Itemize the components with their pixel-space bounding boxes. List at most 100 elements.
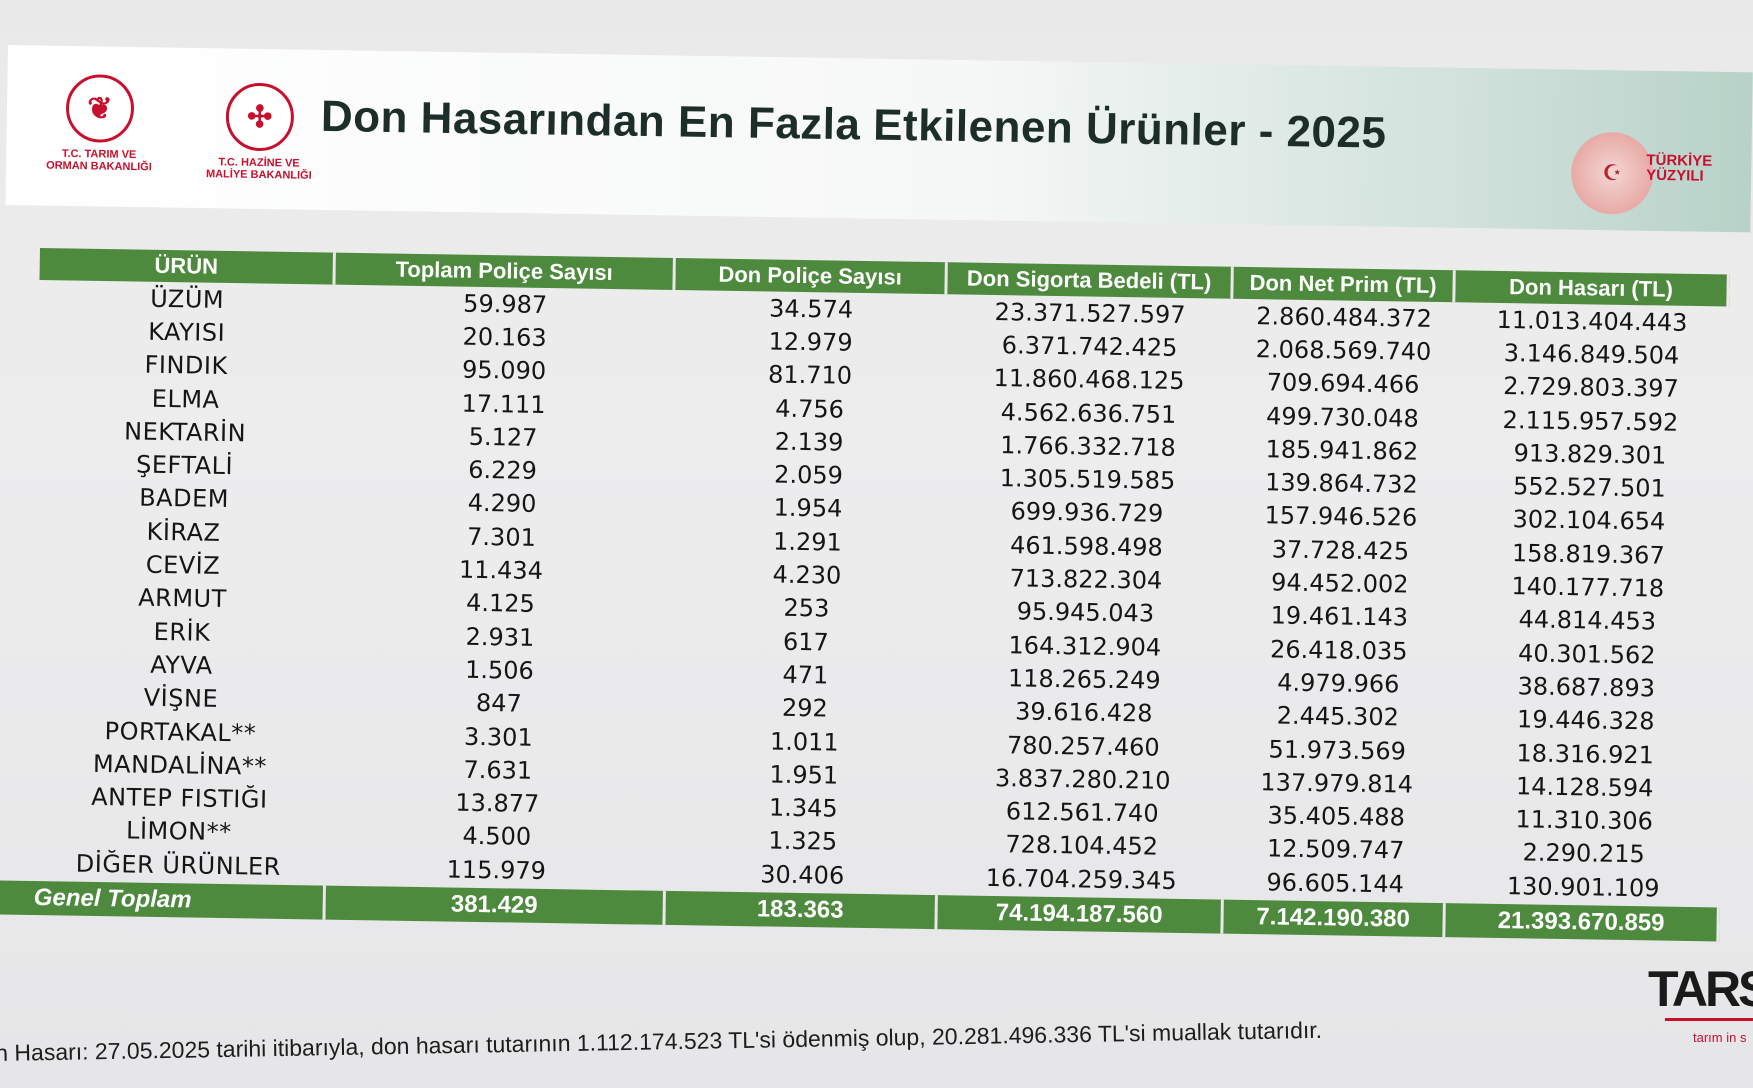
value-cell: 1.954 [773, 493, 843, 524]
value-cell: 713.822.304 [1009, 564, 1163, 595]
value-cell: 11.013.404.443 [1496, 305, 1688, 337]
value-cell: 2.445.302 [1276, 701, 1400, 732]
value-cell: 699.936.729 [1010, 497, 1164, 529]
value-cell: 4.230 [772, 560, 842, 590]
total-cell: 74.194.187.560 [937, 895, 1224, 935]
product-name-cell: KAYISI [148, 317, 226, 347]
ministry-seal-icon: ❦ [65, 73, 135, 143]
value-cell: 34.574 [768, 294, 854, 324]
tars-logo: TARS [1648, 961, 1753, 1017]
product-name-cell: ŞEFTALİ [135, 450, 234, 481]
value-cell: 1.305.519.585 [999, 464, 1176, 495]
value-cell: 35.405.488 [1267, 801, 1406, 832]
value-cell: 3.837.280.210 [994, 763, 1171, 795]
value-cell: 4.756 [774, 394, 845, 424]
value-cell: 709.694.466 [1266, 368, 1420, 399]
value-cell: 164.312.904 [1008, 630, 1162, 662]
value-cell: 18.316.921 [1516, 738, 1655, 769]
product-name-cell: BADEM [138, 484, 230, 514]
value-cell: 139.864.732 [1264, 468, 1419, 499]
value-cell: 552.527.501 [1512, 472, 1666, 503]
value-cell: 2.931 [465, 622, 535, 652]
value-cell: 59.987 [462, 289, 548, 319]
value-cell: 130.901.109 [1506, 871, 1660, 903]
value-cell: 12.979 [768, 327, 853, 357]
value-cell: 30.406 [760, 860, 845, 890]
value-cell: 1.506 [464, 655, 535, 685]
value-cell: 1.325 [768, 826, 838, 856]
value-cell: 19.461.143 [1270, 601, 1409, 632]
value-cell: 3.301 [463, 722, 533, 752]
value-cell: 1.345 [768, 793, 838, 823]
value-cell: 728.104.452 [1005, 830, 1159, 862]
value-cell: 4.290 [467, 489, 537, 519]
product-name-cell: ARMUT [138, 583, 227, 614]
column-header: Don Sigorta Bedeli (TL) [947, 262, 1234, 299]
logo1-caption: T.C. TARIM VE ORMAN BAKANLIĞI [46, 147, 152, 174]
value-cell: 37.728.425 [1271, 535, 1410, 566]
value-cell: 81.710 [767, 360, 853, 391]
value-cell: 253 [783, 594, 830, 623]
total-cell: 21.393.670.859 [1445, 903, 1720, 942]
value-cell: 11.434 [458, 555, 544, 585]
column-header: ÜRÜN [39, 248, 336, 285]
value-cell: 847 [475, 689, 523, 718]
product-name-cell: LİMON** [125, 816, 232, 847]
product-name-cell: KİRAZ [146, 517, 221, 547]
crescent-star-icon: ☪ [1570, 131, 1654, 215]
hazine-bakanligi-logo: ✣ T.C. HAZİNE VE MALİYE BAKANLIĞI [206, 82, 313, 182]
value-cell: 2.290.215 [1522, 838, 1645, 869]
value-cell: 499.730.048 [1265, 401, 1420, 433]
data-table: ÜRÜN Toplam Poliçe Sayısı Don Poliçe Say… [0, 248, 1730, 942]
header-band: ❦ T.C. TARIM VE ORMAN BAKANLIĞI ✣ T.C. H… [5, 45, 1753, 233]
value-cell: 51.973.569 [1268, 734, 1407, 766]
value-cell: 11.310.306 [1515, 805, 1654, 836]
tars-logo-underline [1665, 1018, 1753, 1021]
product-name-cell: ERİK [153, 617, 211, 647]
value-cell: 4.979.966 [1277, 668, 1400, 699]
value-cell: 39.616.428 [1014, 697, 1153, 728]
product-name-cell: PORTAKAL** [104, 716, 257, 747]
value-cell: 16.704.259.345 [985, 863, 1177, 895]
value-cell: 158.819.367 [1511, 538, 1665, 570]
product-name-cell: NEKTARİN [123, 417, 247, 448]
value-cell: 2.059 [773, 460, 844, 490]
product-name-cell: ÜZÜM [150, 284, 225, 314]
product-name-cell: VİŞNE [143, 683, 219, 714]
value-cell: 7.301 [466, 522, 537, 552]
product-name-cell: MANDALİNA** [92, 749, 268, 781]
value-cell: 617 [782, 627, 830, 657]
table-body: ÜZÜM 59.987 34.574 23.371.527.597 2.860.484.… [30, 280, 1729, 906]
value-cell: 17.111 [461, 389, 546, 419]
tars-logo-subtitle: tarım in s [1693, 1030, 1747, 1045]
value-cell: 2.860.484.372 [1256, 301, 1433, 333]
value-cell: 2.139 [774, 427, 844, 457]
value-cell: 137.979.814 [1260, 768, 1414, 799]
value-cell: 4.500 [462, 822, 532, 852]
value-cell: 1.951 [769, 760, 839, 790]
value-cell: 38.687.893 [1517, 672, 1656, 703]
value-cell: 292 [781, 693, 828, 723]
total-label: Genel Toplam [0, 880, 327, 920]
value-cell: 140.177.718 [1511, 572, 1665, 603]
value-cell: 23.371.527.597 [994, 297, 1186, 329]
value-cell: 185.941.862 [1265, 435, 1419, 466]
column-header: Don Net Prim (TL) [1233, 266, 1456, 303]
value-cell: 612.561.740 [1005, 797, 1159, 828]
value-cell: 96.605.144 [1266, 868, 1405, 899]
value-cell: 1.291 [772, 527, 843, 557]
value-cell: 780.257.460 [1006, 730, 1160, 762]
value-cell: 3.146.849.504 [1503, 338, 1680, 370]
value-cell: 26.418.035 [1269, 634, 1408, 666]
column-header: Toplam Poliçe Sayısı [335, 252, 676, 290]
value-cell: 471 [782, 660, 829, 690]
value-cell: 913.829.301 [1513, 439, 1667, 470]
value-cell: 1.011 [769, 727, 839, 757]
product-name-cell: CEVİZ [145, 550, 221, 580]
value-cell: 11.860.468.125 [993, 364, 1185, 396]
total-cell: 381.429 [325, 885, 666, 926]
value-cell: 19.446.328 [1516, 705, 1655, 736]
product-name-cell: ANTEP FISTIĞI [90, 782, 268, 814]
value-cell: 4.125 [465, 589, 536, 619]
total-cell: 7.142.190.380 [1223, 900, 1446, 938]
